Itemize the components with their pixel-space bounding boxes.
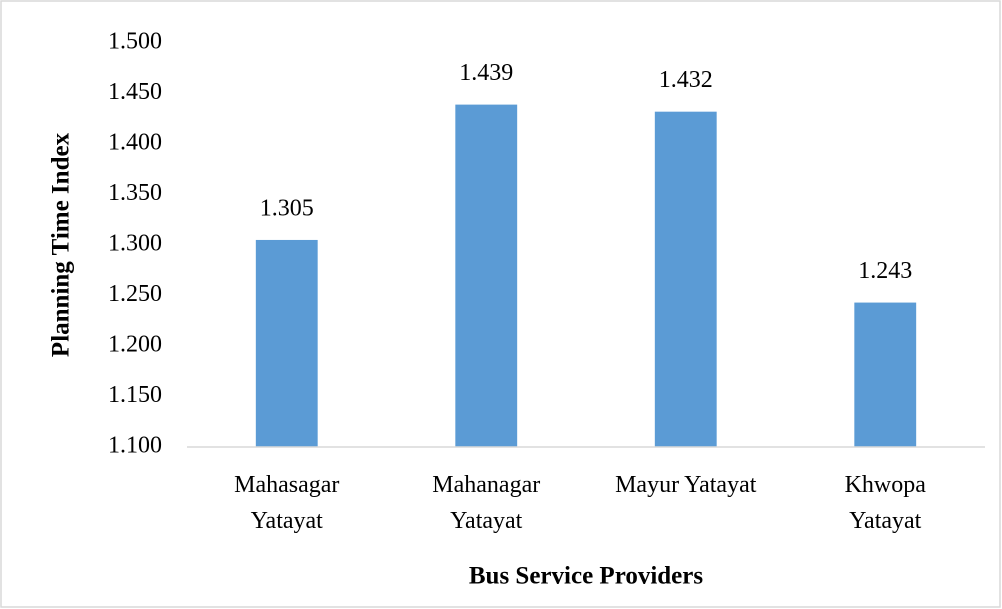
x-axis-title: Bus Service Providers — [469, 563, 703, 590]
y-tick-label: 1.500 — [108, 29, 162, 55]
bar — [455, 104, 518, 448]
data-label: 1.432 — [659, 67, 713, 93]
data-label: 1.439 — [459, 60, 513, 86]
data-label: 1.305 — [260, 195, 314, 221]
x-tick-label: Mahasagar Yatayat — [234, 472, 340, 534]
y-tick-label: 1.200 — [108, 332, 162, 358]
y-tick-label: 1.150 — [108, 382, 162, 408]
y-tick-label: 1.350 — [108, 180, 162, 206]
y-axis-title: Planning Time Index — [48, 132, 75, 357]
bar — [654, 111, 717, 448]
x-tick-label: Mayur Yatayat — [615, 472, 757, 498]
y-tick-label: 1.400 — [108, 130, 162, 156]
x-tick-label: Khwopa Yatayat — [844, 472, 926, 534]
y-tick-label: 1.450 — [108, 79, 162, 105]
bar — [255, 239, 318, 447]
bar — [854, 302, 917, 447]
y-tick-label: 1.100 — [108, 433, 162, 459]
data-label: 1.243 — [858, 258, 912, 284]
y-tick-label: 1.300 — [108, 231, 162, 257]
x-tick-label: Mahanagar Yatayat — [432, 472, 541, 534]
y-tick-label: 1.250 — [108, 281, 162, 307]
